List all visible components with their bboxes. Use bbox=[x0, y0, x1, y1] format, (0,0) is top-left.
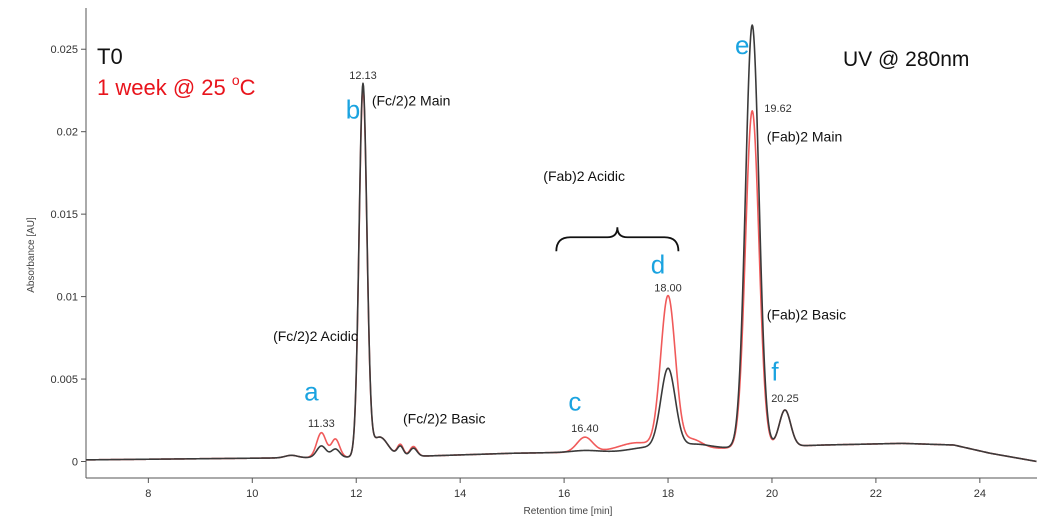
x-tick-label: 24 bbox=[974, 488, 986, 500]
x-tick-label: 20 bbox=[766, 488, 778, 500]
peak-rt-label-f: 20.25 bbox=[771, 393, 799, 405]
legend-degree-symbol: o bbox=[232, 72, 240, 88]
y-axis-title: Absorbance [AU] bbox=[26, 217, 37, 293]
y-tick-label: 0 bbox=[72, 457, 78, 469]
peak-letter-e: e bbox=[735, 30, 749, 60]
y-tick-label: 0.005 bbox=[50, 374, 78, 386]
peak-rt-label-e: 19.62 bbox=[764, 103, 792, 115]
series-lines bbox=[85, 24, 1037, 463]
axes: 0 0.005 0.01 0.015 0.02 0.025 8 10 12 14 16 18 20 22 2… bbox=[50, 8, 1037, 500]
annotations: a 11.33 b 12.13 c 16.40 d 18.00 e 19.62 f 20.25 (Fc/… bbox=[273, 30, 846, 435]
peak-letter-d: d bbox=[651, 250, 665, 280]
y-tick-label: 0.01 bbox=[57, 292, 78, 304]
x-axis-title: Retention time [min] bbox=[524, 506, 613, 516]
series-line-t0 bbox=[85, 24, 1037, 463]
region-label: (Fab)2 Basic bbox=[767, 307, 846, 323]
y-tick-label: 0.02 bbox=[57, 127, 78, 139]
peak-letter-f: f bbox=[771, 357, 779, 387]
fab2-acidic-brace bbox=[555, 227, 680, 252]
peak-rt-label-c: 16.40 bbox=[571, 423, 599, 435]
legend-entry-1-week-main: 1 week @ 25 bbox=[97, 75, 232, 100]
peak-rt-label-b: 12.13 bbox=[349, 70, 377, 82]
x-tick-label: 14 bbox=[454, 488, 466, 500]
peak-letter-b: b bbox=[346, 94, 360, 124]
region-label: (Fab)2 Acidic bbox=[543, 168, 625, 184]
peak-letter-c: c bbox=[568, 386, 581, 416]
region-label: (Fc/2)2 Main bbox=[372, 92, 451, 108]
peak-rt-label-d: 18.00 bbox=[654, 283, 682, 295]
region-label: (Fab)2 Main bbox=[767, 129, 842, 145]
x-tick-label: 22 bbox=[870, 488, 882, 500]
y-tick-label: 0.015 bbox=[50, 209, 78, 221]
x-tick-label: 18 bbox=[662, 488, 674, 500]
x-tick-label: 8 bbox=[145, 488, 151, 500]
x-tick-label: 16 bbox=[558, 488, 570, 500]
legend-entry-1-week: 1 week @ 25 oC bbox=[97, 72, 256, 100]
y-tick-label: 0.025 bbox=[50, 44, 78, 56]
uv-wavelength-label: UV @ 280nm bbox=[843, 48, 969, 71]
peak-letter-a: a bbox=[304, 376, 319, 406]
series-line-1-week bbox=[85, 87, 1037, 463]
x-tick-label: 12 bbox=[350, 488, 362, 500]
region-label: (Fc/2)2 Basic bbox=[403, 411, 485, 427]
x-tick-label: 10 bbox=[246, 488, 258, 500]
peak-rt-label-a: 11.33 bbox=[308, 418, 335, 430]
legend-entry-t0: T0 bbox=[97, 44, 123, 69]
region-label: (Fc/2)2 Acidic bbox=[273, 328, 358, 344]
legend-entry-1-week-unit: C bbox=[240, 75, 256, 100]
